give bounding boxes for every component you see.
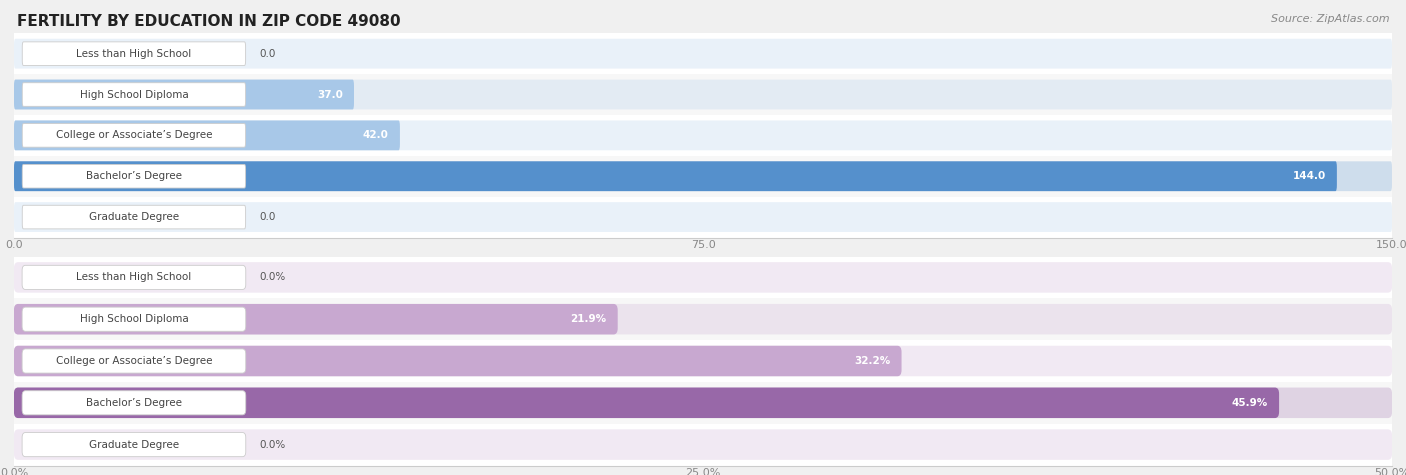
FancyBboxPatch shape <box>14 202 1392 232</box>
FancyBboxPatch shape <box>14 80 1392 109</box>
FancyBboxPatch shape <box>14 121 399 150</box>
FancyBboxPatch shape <box>14 429 1392 460</box>
Text: Bachelor’s Degree: Bachelor’s Degree <box>86 171 181 181</box>
FancyBboxPatch shape <box>22 205 246 229</box>
Bar <box>14 424 1392 466</box>
Text: 45.9%: 45.9% <box>1232 398 1268 408</box>
FancyBboxPatch shape <box>22 42 246 66</box>
Bar <box>14 197 1392 238</box>
Bar <box>14 156 1392 197</box>
Text: 144.0: 144.0 <box>1292 171 1326 181</box>
FancyBboxPatch shape <box>14 121 1392 150</box>
FancyBboxPatch shape <box>22 164 246 188</box>
FancyBboxPatch shape <box>14 304 1392 334</box>
Text: College or Associate’s Degree: College or Associate’s Degree <box>56 356 212 366</box>
FancyBboxPatch shape <box>22 307 246 331</box>
FancyBboxPatch shape <box>22 349 246 373</box>
Text: 0.0%: 0.0% <box>259 272 285 283</box>
FancyBboxPatch shape <box>14 388 1392 418</box>
FancyBboxPatch shape <box>14 80 354 109</box>
Text: High School Diploma: High School Diploma <box>80 89 188 100</box>
Bar <box>14 256 1392 298</box>
Text: 21.9%: 21.9% <box>571 314 606 324</box>
Bar <box>14 115 1392 156</box>
Text: 0.0%: 0.0% <box>259 439 285 450</box>
FancyBboxPatch shape <box>14 304 617 334</box>
FancyBboxPatch shape <box>14 262 1392 293</box>
FancyBboxPatch shape <box>22 124 246 147</box>
FancyBboxPatch shape <box>14 346 1392 376</box>
Text: Less than High School: Less than High School <box>76 48 191 59</box>
Bar <box>14 74 1392 115</box>
Bar <box>14 382 1392 424</box>
FancyBboxPatch shape <box>14 162 1337 191</box>
Bar <box>14 340 1392 382</box>
Bar <box>14 298 1392 340</box>
FancyBboxPatch shape <box>14 39 1392 68</box>
Text: Bachelor’s Degree: Bachelor’s Degree <box>86 398 181 408</box>
Text: FERTILITY BY EDUCATION IN ZIP CODE 49080: FERTILITY BY EDUCATION IN ZIP CODE 49080 <box>17 14 401 29</box>
Text: 37.0: 37.0 <box>316 89 343 100</box>
Text: Source: ZipAtlas.com: Source: ZipAtlas.com <box>1271 14 1389 24</box>
FancyBboxPatch shape <box>14 162 1392 191</box>
Text: College or Associate’s Degree: College or Associate’s Degree <box>56 130 212 141</box>
Text: High School Diploma: High School Diploma <box>80 314 188 324</box>
Text: 0.0: 0.0 <box>259 48 276 59</box>
FancyBboxPatch shape <box>14 346 901 376</box>
FancyBboxPatch shape <box>14 388 1279 418</box>
Text: 32.2%: 32.2% <box>853 356 890 366</box>
Bar <box>14 33 1392 74</box>
FancyBboxPatch shape <box>22 433 246 456</box>
FancyBboxPatch shape <box>22 266 246 289</box>
Text: Graduate Degree: Graduate Degree <box>89 212 179 222</box>
Text: Graduate Degree: Graduate Degree <box>89 439 179 450</box>
FancyBboxPatch shape <box>22 83 246 106</box>
Text: Less than High School: Less than High School <box>76 272 191 283</box>
Text: 0.0: 0.0 <box>259 212 276 222</box>
FancyBboxPatch shape <box>22 391 246 415</box>
Text: 42.0: 42.0 <box>363 130 389 141</box>
